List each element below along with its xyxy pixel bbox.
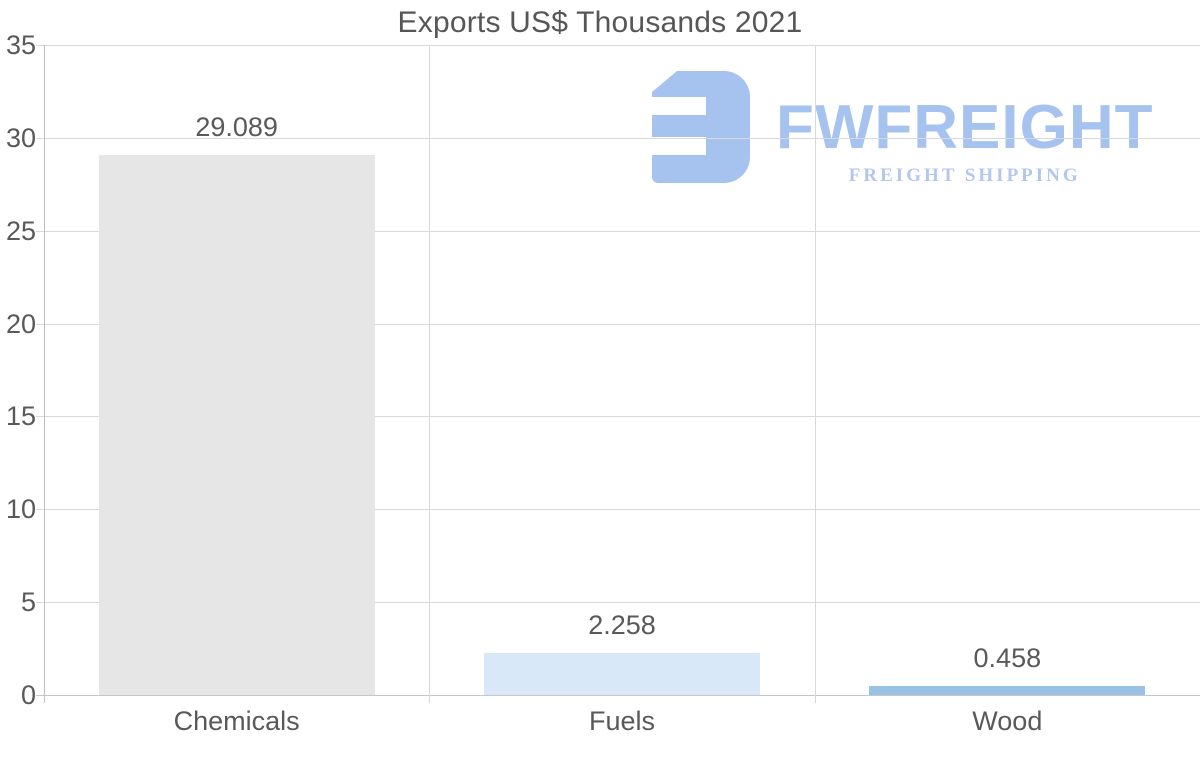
gridline-h xyxy=(36,695,1200,696)
gridline-h xyxy=(36,602,1200,604)
brand-watermark: FWFREIGHT FREIGHT SHIPPING xyxy=(652,71,1154,187)
bar-value-label: 0.458 xyxy=(973,643,1042,674)
bar-fuels xyxy=(484,653,760,695)
brand-watermark-text: FWFREIGHT FREIGHT SHIPPING xyxy=(776,71,1154,187)
x-axis-label: Chemicals xyxy=(173,706,300,736)
y-tick-label: 15 xyxy=(5,401,36,432)
y-tick-label: 0 xyxy=(20,680,36,710)
brand-tagline: FREIGHT SHIPPING xyxy=(848,165,1081,186)
y-tick-label: 20 xyxy=(5,308,36,339)
gridline-v xyxy=(429,45,431,703)
gridline-h xyxy=(36,323,1200,325)
bar-chemicals xyxy=(98,154,375,695)
gridline-h xyxy=(36,137,1200,139)
gridline-h xyxy=(36,230,1200,232)
chart-title: Exports US$ Thousands 2021 xyxy=(397,6,803,39)
bar-value-label: 2.258 xyxy=(588,610,656,641)
gridline-v xyxy=(814,45,816,703)
gridline-h xyxy=(36,45,1200,46)
x-axis-label: Fuels xyxy=(588,706,655,736)
brand-name: FWFREIGHT xyxy=(776,93,1154,162)
x-axis-label: Wood xyxy=(972,706,1043,736)
y-tick-label: 5 xyxy=(20,587,36,618)
gridline-h xyxy=(36,509,1200,511)
y-tick-label: 10 xyxy=(5,494,36,525)
fwfreight-logo-icon xyxy=(652,71,750,183)
y-tick-label: 30 xyxy=(5,122,36,153)
y-tick-label: 25 xyxy=(5,215,36,246)
gridline-h xyxy=(36,416,1200,418)
y-tick-label: 35 xyxy=(5,30,36,60)
y-axis-line xyxy=(44,45,45,703)
bar-value-label: 29.089 xyxy=(195,111,278,142)
bar-wood xyxy=(869,686,1146,695)
